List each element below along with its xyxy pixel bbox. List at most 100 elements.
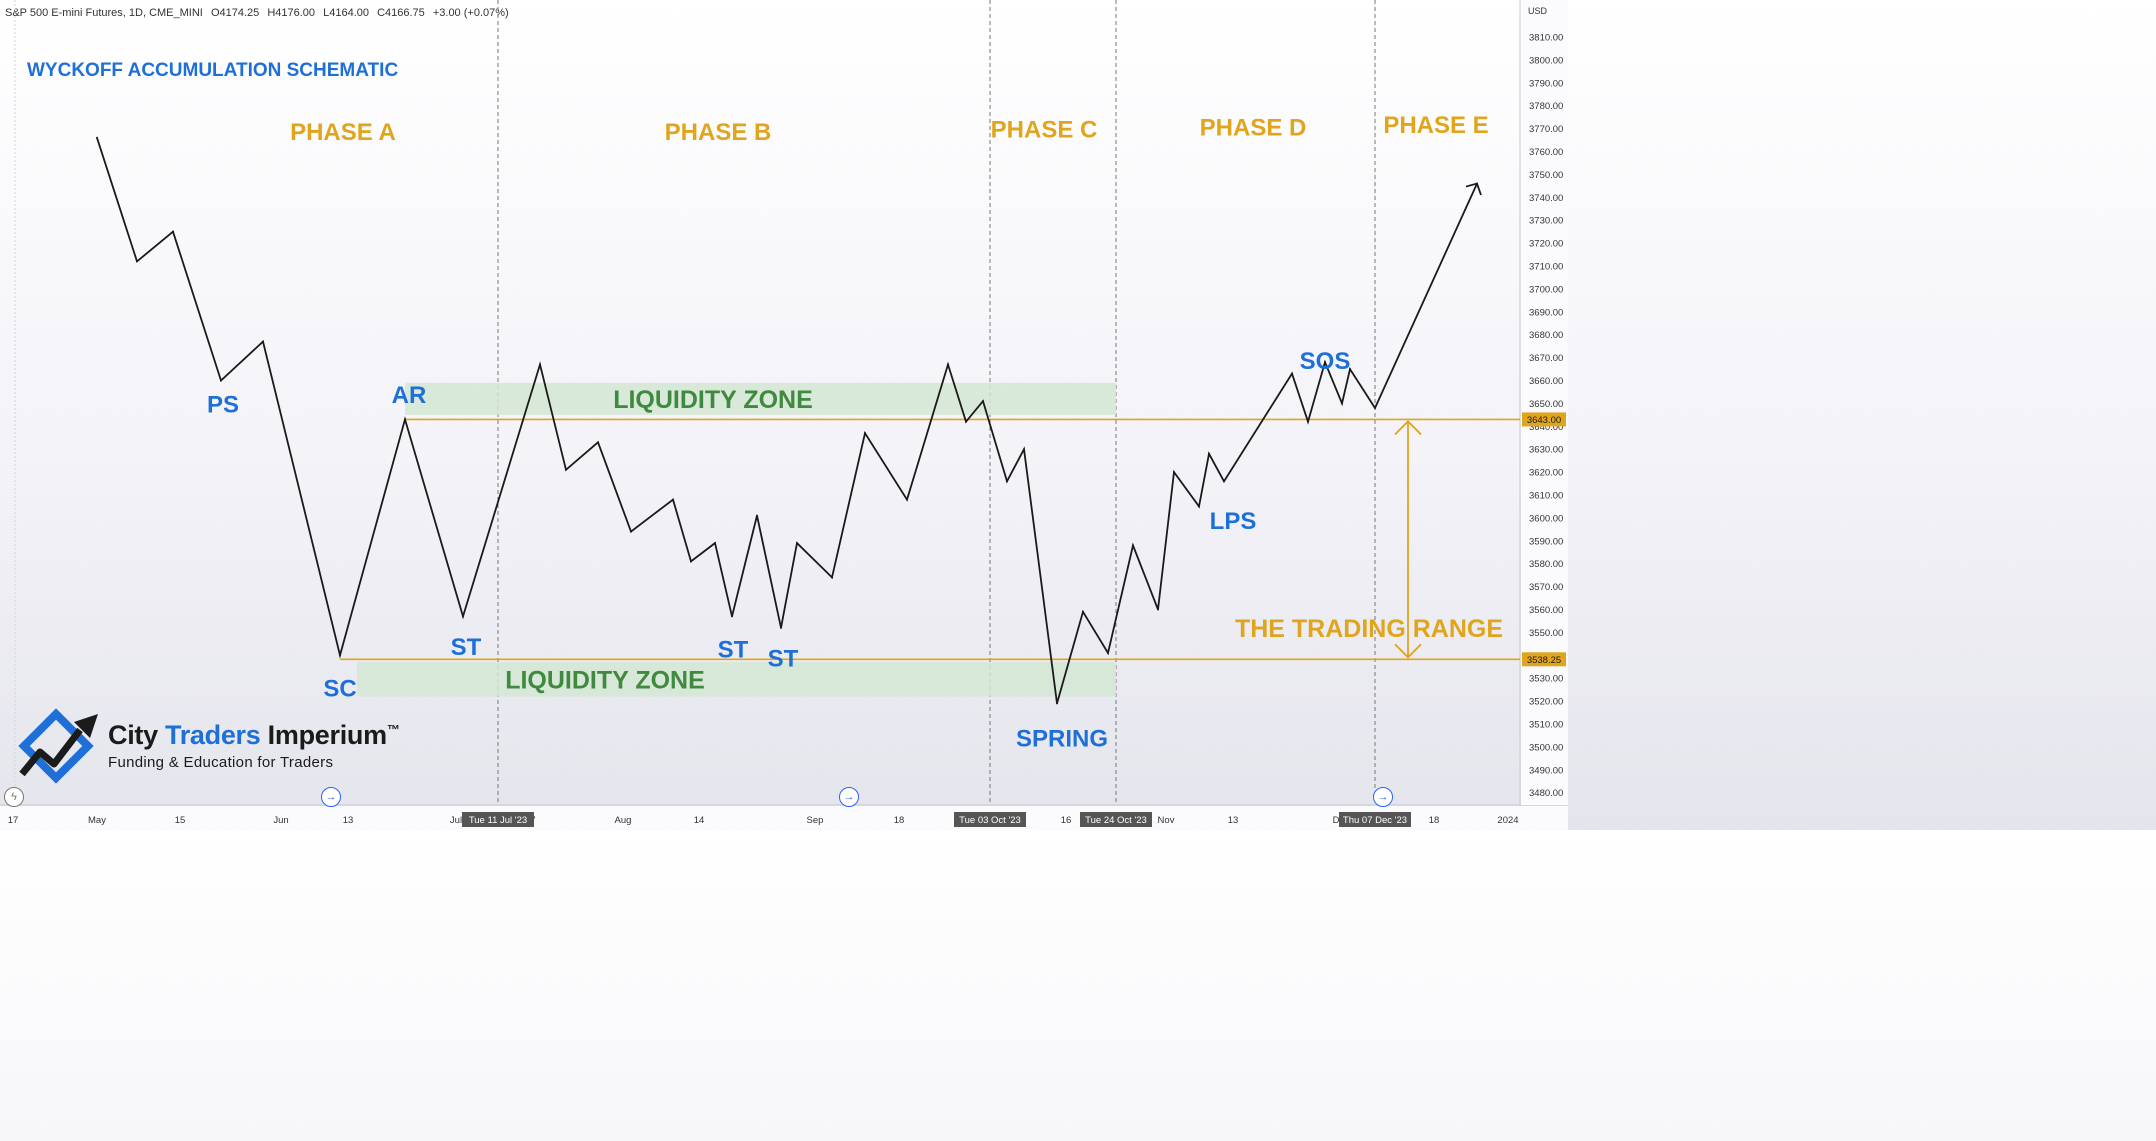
y-tick-label: 3810.00 bbox=[1529, 33, 1563, 44]
price-point bbox=[262, 340, 264, 343]
price-point bbox=[597, 441, 599, 444]
date-badge-label: Thu 07 Dec '23 bbox=[1343, 815, 1407, 826]
y-tick-label: 3610.00 bbox=[1529, 491, 1563, 502]
price-point bbox=[96, 136, 98, 139]
price-point bbox=[690, 560, 692, 563]
price-axis-area bbox=[1521, 0, 1568, 805]
date-badge-label: Tue 03 Oct '23 bbox=[959, 815, 1021, 826]
date-badge bbox=[954, 812, 1026, 827]
price-point bbox=[906, 498, 908, 501]
price-point bbox=[1173, 471, 1175, 474]
date-badge-label: Tue 24 Oct '23 bbox=[1085, 815, 1147, 826]
y-tick-label: 3750.00 bbox=[1529, 170, 1563, 181]
liquidity-zone-label: LIQUIDITY ZONE bbox=[613, 386, 813, 414]
logo-name: City Traders Imperium™ bbox=[108, 720, 400, 751]
y-tick-label: 3660.00 bbox=[1529, 376, 1563, 387]
event-annotation: SOS bbox=[1300, 348, 1351, 375]
chart-title: WYCKOFF ACCUMULATION SCHEMATIC bbox=[27, 60, 398, 81]
open-value: O4174.25 bbox=[210, 7, 260, 19]
price-arrow-head bbox=[1465, 182, 1482, 196]
dividend-marker-icon[interactable]: → bbox=[839, 787, 859, 807]
price-point bbox=[1157, 608, 1159, 611]
price-point bbox=[1208, 452, 1210, 455]
event-annotation: PS bbox=[207, 391, 239, 418]
event-annotation: ST bbox=[768, 646, 799, 673]
y-tick-label: 3480.00 bbox=[1529, 788, 1563, 799]
price-point bbox=[220, 379, 222, 382]
x-tick-label: 18 bbox=[894, 815, 905, 826]
x-tick-label: D bbox=[1333, 815, 1340, 826]
y-tick-label: 3800.00 bbox=[1529, 55, 1563, 66]
liquidity-zone bbox=[405, 382, 1116, 415]
price-point bbox=[339, 654, 341, 657]
price-point bbox=[1132, 544, 1134, 547]
price-point bbox=[672, 498, 674, 501]
change-value: +3.00 (+0.07%) bbox=[432, 7, 509, 19]
trading-range-label: THE TRADING RANGE bbox=[1235, 615, 1503, 643]
y-tick-label: 3650.00 bbox=[1529, 399, 1563, 410]
x-tick-label: Sep bbox=[807, 815, 824, 826]
price-badge-label: 3643.00 bbox=[1527, 415, 1561, 426]
liquidity-zone-label: LIQUIDITY ZONE bbox=[505, 666, 705, 694]
price-badge bbox=[1522, 412, 1566, 427]
price-point bbox=[1056, 702, 1058, 705]
x-tick-label: 13 bbox=[343, 815, 354, 826]
event-annotation: SC bbox=[323, 675, 356, 702]
price-point bbox=[796, 542, 798, 545]
price-point bbox=[756, 514, 758, 517]
y-tick-label: 3640.00 bbox=[1529, 422, 1563, 433]
event-annotation: LPS bbox=[1210, 508, 1257, 535]
x-tick-label: May bbox=[88, 815, 106, 826]
price-point bbox=[1349, 368, 1351, 371]
event-annotation: AR bbox=[392, 382, 427, 409]
y-tick-label: 3510.00 bbox=[1529, 720, 1563, 731]
phase-label: PHASE A bbox=[290, 119, 396, 146]
x-tick-label: 13 bbox=[1228, 815, 1239, 826]
price-point bbox=[1107, 652, 1109, 655]
x-tick-label: Jun bbox=[273, 815, 288, 826]
price-point bbox=[714, 542, 716, 545]
price-point bbox=[1198, 505, 1200, 508]
x-tick-label: 2024 bbox=[1497, 815, 1518, 826]
x-tick-label: 14 bbox=[694, 815, 705, 826]
y-tick-label: 3720.00 bbox=[1529, 239, 1563, 250]
high-value: H4176.00 bbox=[267, 7, 316, 19]
dividend-marker-icon[interactable]: → bbox=[1373, 787, 1393, 807]
y-tick-label: 3760.00 bbox=[1529, 147, 1563, 158]
phase-label: PHASE E bbox=[1383, 112, 1488, 139]
time-axis-area bbox=[0, 806, 1568, 830]
price-point bbox=[1374, 406, 1376, 409]
liquidity-zone bbox=[357, 662, 1116, 697]
y-tick-label: 3790.00 bbox=[1529, 78, 1563, 89]
phase-label: PHASE C bbox=[991, 117, 1098, 144]
symbol-label[interactable]: S&P 500 E-mini Futures, 1D, CME_MINI bbox=[5, 7, 203, 19]
y-tick-label: 3590.00 bbox=[1529, 536, 1563, 547]
y-tick-label: 3580.00 bbox=[1529, 559, 1563, 570]
dividend-marker-icon[interactable]: → bbox=[321, 787, 341, 807]
price-badge bbox=[1522, 652, 1566, 667]
price-point bbox=[731, 615, 733, 618]
y-tick-label: 3570.00 bbox=[1529, 582, 1563, 593]
y-tick-label: 3670.00 bbox=[1529, 353, 1563, 364]
y-tick-label: 3740.00 bbox=[1529, 193, 1563, 204]
price-badge-label: 3538.25 bbox=[1527, 655, 1561, 666]
price-point bbox=[404, 418, 406, 421]
date-badge bbox=[1339, 812, 1411, 827]
price-point bbox=[630, 530, 632, 533]
y-tick-label: 3710.00 bbox=[1529, 262, 1563, 273]
low-value: L4164.00 bbox=[323, 7, 369, 19]
lightning-icon[interactable]: ϟ bbox=[4, 787, 24, 807]
y-tick-label: 3560.00 bbox=[1529, 605, 1563, 616]
logo-name-part3: Imperium bbox=[260, 720, 387, 750]
chart-header: S&P 500 E-mini Futures, 1D, CME_MINI O41… bbox=[5, 7, 514, 19]
x-tick-label: Aug bbox=[615, 815, 632, 826]
currency-label: USD bbox=[1528, 6, 1548, 16]
price-point bbox=[1223, 480, 1225, 483]
y-tick-label: 3490.00 bbox=[1529, 765, 1563, 776]
date-badge bbox=[462, 812, 534, 827]
price-point bbox=[1082, 610, 1084, 613]
x-tick-label: 16 bbox=[1061, 815, 1072, 826]
y-tick-label: 3600.00 bbox=[1529, 513, 1563, 524]
price-point bbox=[1341, 402, 1343, 405]
price-chart[interactable]: USD 3810.00 3800.00 3790.00 3780.00 3770.00 37… bbox=[0, 0, 1568, 830]
